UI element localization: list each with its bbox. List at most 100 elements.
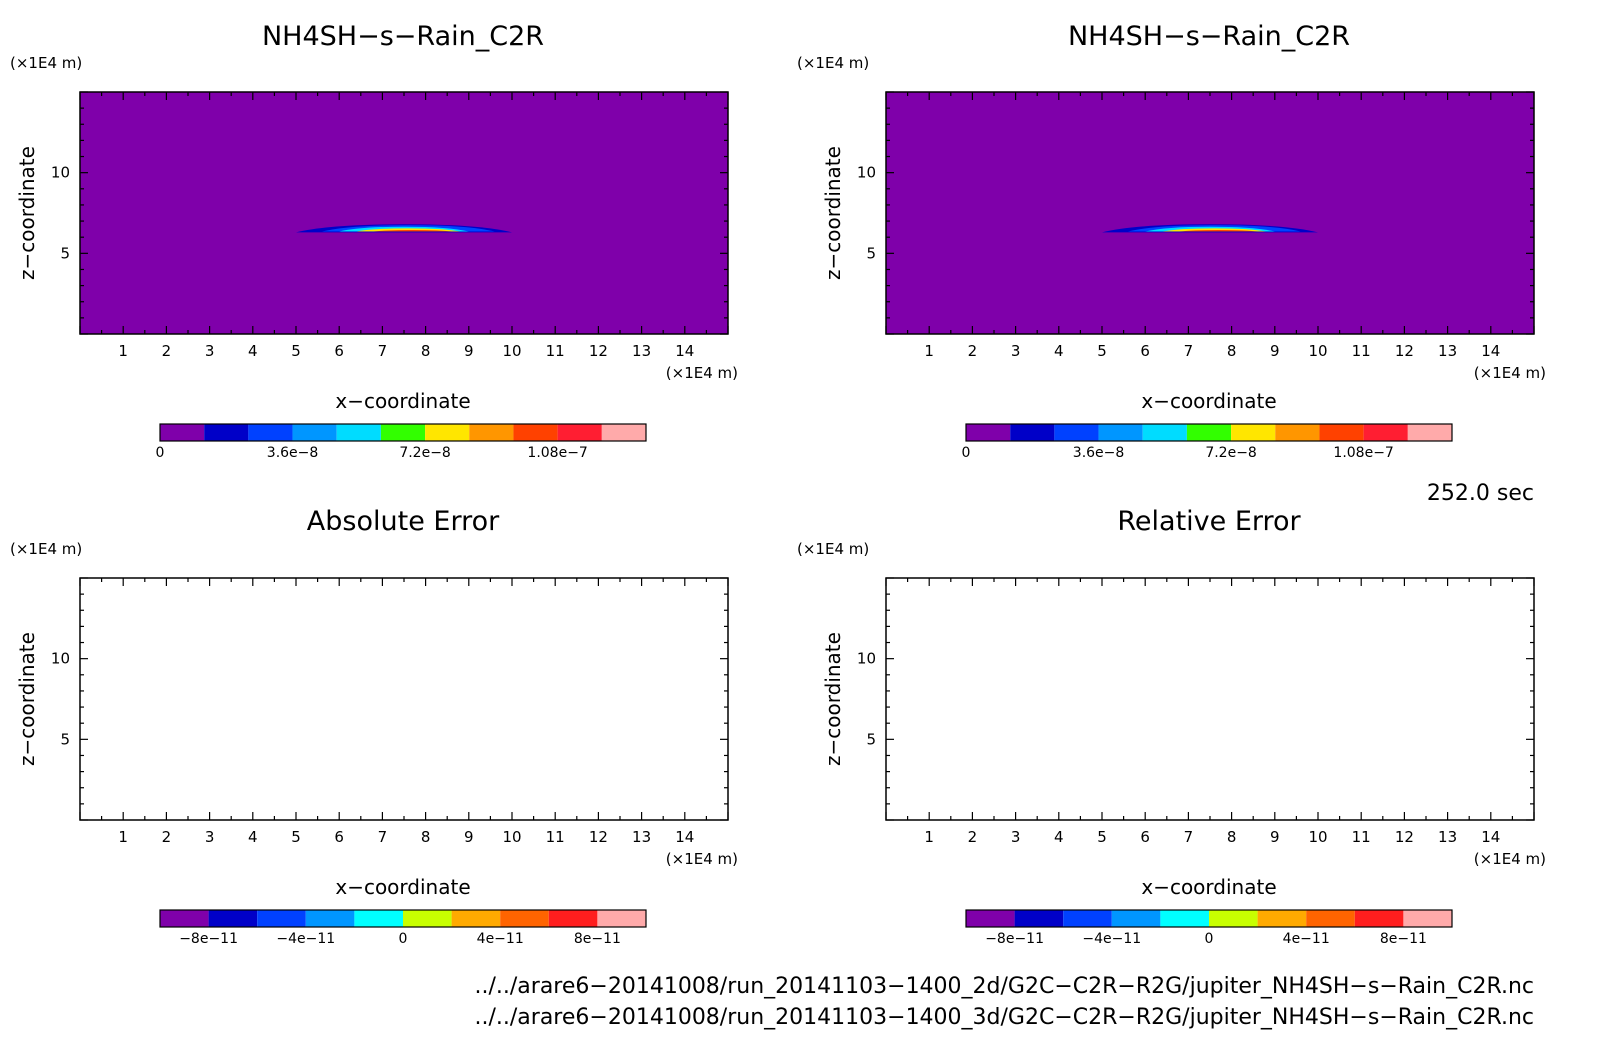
panel-title: NH4SH−s−Rain_C2R [1068, 21, 1350, 52]
colorbar-label: 1.08e−7 [1333, 445, 1393, 461]
colorbar-label: 0 [1205, 931, 1214, 947]
colorbar-swatch [451, 910, 501, 927]
x-tick-label: 11 [546, 828, 565, 846]
panel-title: Relative Error [1117, 506, 1301, 537]
contour-level [373, 229, 452, 232]
colorbar-swatch [469, 424, 514, 441]
x-tick-label: 4 [248, 342, 258, 360]
x-tick-label: 2 [162, 342, 172, 360]
colorbar-label: 0 [156, 445, 165, 461]
x-tick-label: 13 [632, 342, 651, 360]
colorbar-swatch [1014, 910, 1064, 927]
x-tick-label: 11 [1352, 342, 1371, 360]
panel-bottom-right: Relative Error (×1E4 m) 1 2 3 4 5 6 7 8 9 10 11 12 1… [797, 506, 1546, 947]
colorbar-swatch [305, 910, 355, 927]
plot-frame [79, 577, 729, 821]
x-tick-label: 11 [546, 342, 565, 360]
colorbar-label: 4e−11 [1283, 931, 1330, 947]
x-tick-label: 13 [632, 828, 651, 846]
x-tick-label: 1 [924, 828, 934, 846]
colorbar-label: 3.6e−8 [267, 445, 319, 461]
file-path-3d: ../../arare6−20141008/run_20141103−1400_… [475, 1005, 1535, 1030]
colorbar-label: 8e−11 [574, 931, 621, 947]
colorbar-label: 8e−11 [1380, 931, 1427, 947]
panel-bottom-left: Absolute Error (×1E4 m) 1 2 3 4 5 6 7 8 9 10 11 12 1… [10, 506, 738, 947]
x-tick-label: 6 [1140, 828, 1150, 846]
colorbar-swatch [1275, 424, 1320, 441]
y-axis-label: z−coordinate [15, 146, 39, 280]
colorbar-swatch [248, 424, 293, 441]
x-tick-label: 6 [334, 342, 344, 360]
colorbar-label: 0 [399, 931, 408, 947]
x-tick-label: 14 [1481, 828, 1500, 846]
x-tick-label: 1 [924, 342, 934, 360]
x-tick-label: 6 [334, 828, 344, 846]
plot-area-fill [886, 92, 1534, 334]
colorbar-frame [159, 423, 647, 442]
colorbar-label: 0 [962, 445, 971, 461]
panel-top-right: NH4SH−s−Rain_C2R (×1E4 m) 1 2 3 4 5 6 7 8 9 10 11 1… [797, 21, 1546, 461]
x-tick-label: 8 [1227, 828, 1237, 846]
x-tick-label: 14 [675, 342, 694, 360]
panel-title: Absolute Error [307, 506, 500, 537]
y-unit-label: (×1E4 m) [10, 54, 82, 72]
colorbar-swatch [1111, 910, 1161, 927]
x-tick-label: 12 [589, 342, 608, 360]
y-tick-label: 5 [866, 244, 876, 262]
colorbar-label: −8e−11 [985, 931, 1044, 947]
time-label: 252.0 sec [1427, 481, 1534, 506]
plot-frame [885, 577, 1535, 821]
colorbar-swatch [292, 424, 337, 441]
panel-top-left: NH4SH−s−Rain_C2R (×1E4 m) 1 2 3 4 5 6 7 8 9 10 11 1… [10, 21, 738, 461]
colorbar-swatch [557, 424, 602, 441]
colorbar-label: −8e−11 [179, 931, 238, 947]
x-tick-label: 12 [589, 828, 608, 846]
x-tick-label: 5 [1097, 828, 1107, 846]
x-unit-label: (×1E4 m) [1474, 364, 1546, 382]
x-tick-label: 9 [1270, 828, 1280, 846]
x-tick-label: 3 [205, 828, 215, 846]
colorbar-swatch [597, 910, 646, 927]
file-path-2d: ../../arare6−20141008/run_20141103−1400_… [475, 974, 1535, 999]
colorbar-frame [965, 423, 1453, 442]
contour-level [1179, 229, 1258, 232]
x-tick-label: 10 [1308, 828, 1327, 846]
x-tick-label: 8 [421, 828, 431, 846]
x-tick-label: 3 [1011, 342, 1021, 360]
rain-feature [1102, 224, 1318, 233]
x-tick-label: 13 [1438, 342, 1457, 360]
colorbar-swatch [1363, 424, 1408, 441]
colorbar-swatch [966, 910, 1015, 927]
colorbar: −8e−11 −4e−11 0 4e−11 8e−11 [159, 909, 647, 947]
x-tick-label: 1 [118, 342, 128, 360]
colorbar-swatch [380, 424, 426, 441]
colorbar-swatch [500, 910, 549, 927]
colorbar-label: 4e−11 [477, 931, 524, 947]
colorbar-swatch [1063, 910, 1112, 927]
colorbar-label: 1.08e−7 [527, 445, 587, 461]
x-tick-label: 7 [1184, 828, 1194, 846]
colorbar-swatch [208, 910, 258, 927]
colorbar-swatch [1319, 424, 1364, 441]
x-unit-label: (×1E4 m) [1474, 850, 1546, 868]
colorbar-label: −4e−11 [276, 931, 335, 947]
x-tick-label: 13 [1438, 828, 1457, 846]
colorbar-swatch [257, 910, 306, 927]
y-axis-label: z−coordinate [821, 632, 845, 766]
x-tick-label: 4 [1054, 342, 1064, 360]
y-tick-label: 10 [51, 650, 70, 668]
x-tick-label: 7 [378, 828, 388, 846]
colorbar-swatch [1306, 910, 1355, 927]
x-unit-label: (×1E4 m) [666, 364, 738, 382]
colorbar-swatch [204, 424, 249, 441]
x-tick-label: 5 [291, 828, 301, 846]
x-axis-label: x−coordinate [1141, 875, 1276, 899]
x-tick-label: 6 [1140, 342, 1150, 360]
x-tick-label: 9 [464, 828, 474, 846]
x-tick-label: 9 [464, 342, 474, 360]
colorbar-label: −4e−11 [1082, 931, 1141, 947]
y-tick-label: 10 [857, 164, 876, 182]
